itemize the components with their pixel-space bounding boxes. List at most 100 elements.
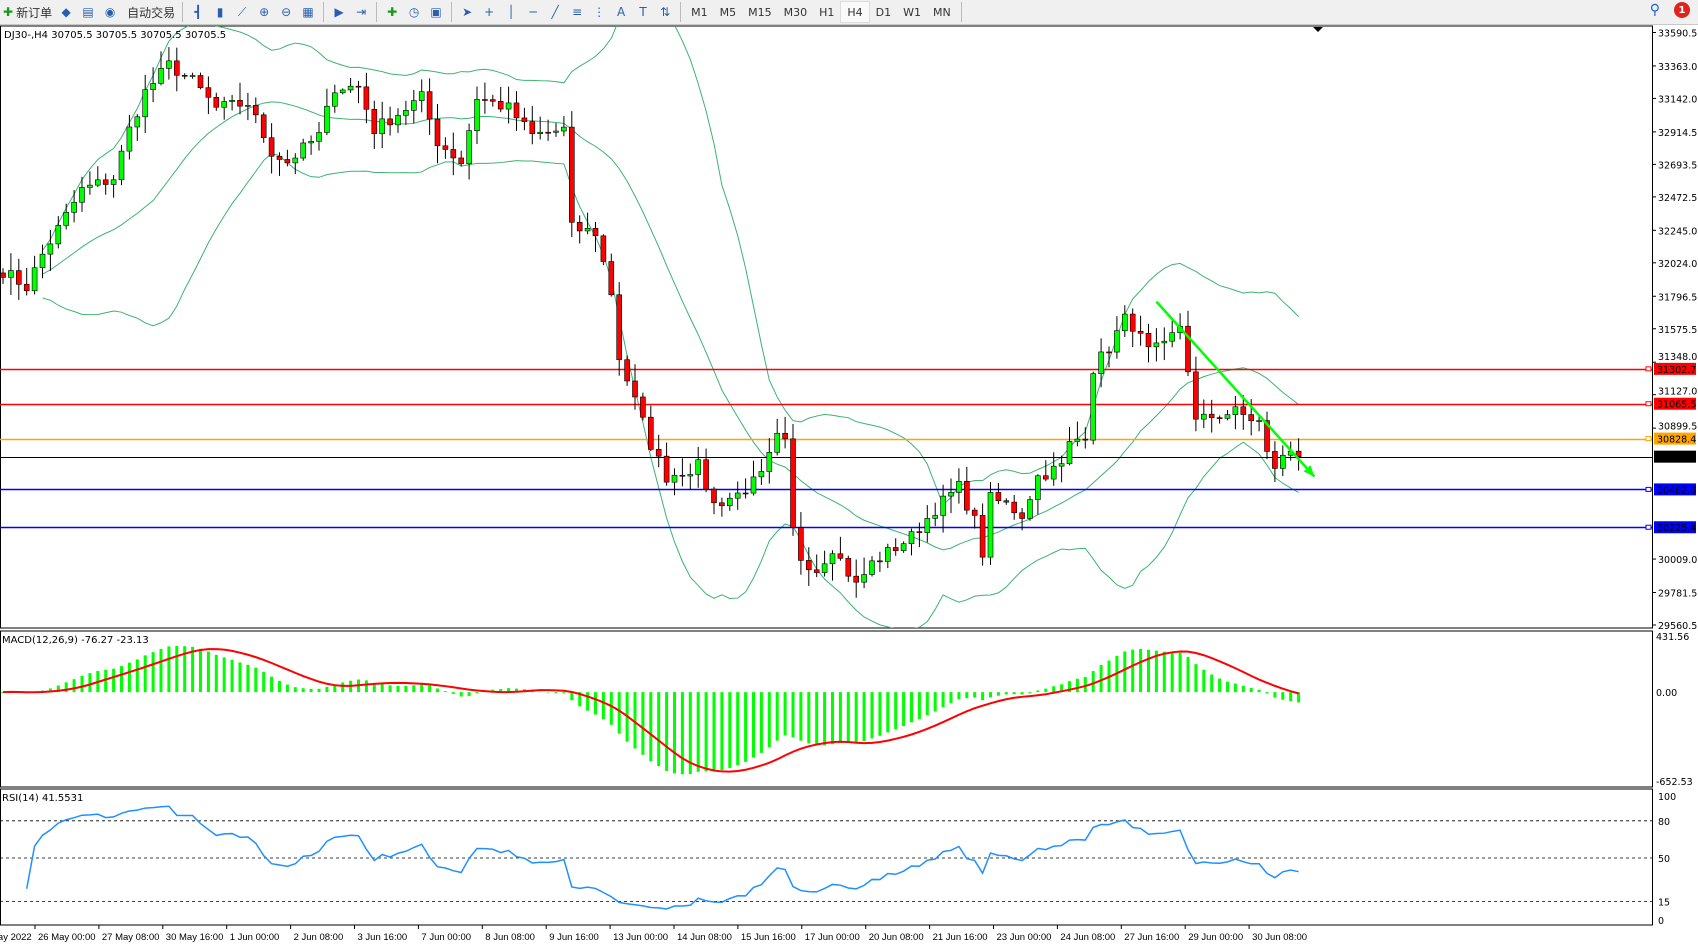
candle xyxy=(0,272,6,278)
fibonacci-button[interactable]: ≡ xyxy=(566,1,588,23)
macd-bar xyxy=(88,673,92,693)
vertical-line-button[interactable]: │ xyxy=(500,1,522,23)
toolbar-separator xyxy=(680,2,682,22)
templates-button[interactable]: ▣ xyxy=(425,1,447,23)
time-label: 3 Jun 16:00 xyxy=(358,932,408,943)
macd-bar xyxy=(609,692,613,725)
macd-bar xyxy=(48,688,52,693)
price-label: 33363.0 xyxy=(1658,62,1697,73)
macd-bar xyxy=(364,680,368,693)
macd-bar xyxy=(1131,649,1135,693)
trendline-button[interactable]: ╱ xyxy=(544,1,566,23)
macd-bar xyxy=(254,667,258,693)
periods-button[interactable]: ◷ xyxy=(403,1,425,23)
candle xyxy=(1161,340,1168,344)
terminal-button[interactable]: ▤ xyxy=(77,1,99,23)
candle xyxy=(687,474,694,477)
macd-bar xyxy=(823,692,827,746)
crosshair-button[interactable]: + xyxy=(478,1,500,23)
timeframe-h4[interactable]: H4 xyxy=(840,1,870,23)
macd-bar xyxy=(388,685,392,693)
macd-bar xyxy=(973,692,977,698)
macd-bar xyxy=(1012,692,1016,695)
candle xyxy=(734,492,741,499)
candle xyxy=(624,359,630,382)
macd-bar xyxy=(499,689,503,693)
level-price-label: 30482.8 xyxy=(1657,485,1696,496)
macd-bar xyxy=(996,692,1000,696)
timeframe-m1[interactable]: M1 xyxy=(691,5,708,19)
candle xyxy=(1035,475,1041,500)
search-icon[interactable]: ⚲ xyxy=(1649,2,1660,18)
line-chart-button[interactable]: ⟋ xyxy=(231,1,253,23)
level-price-tag xyxy=(1654,397,1696,410)
macd-bar xyxy=(680,692,684,775)
macd-bar xyxy=(183,646,187,693)
autoscroll-button[interactable]: ▶ xyxy=(328,1,350,23)
timeframe-m30[interactable]: M30 xyxy=(783,5,808,19)
macd-bar xyxy=(1139,648,1143,693)
level-price-tag xyxy=(1654,450,1696,463)
signals-button[interactable]: ◉ xyxy=(99,1,121,23)
candle xyxy=(387,118,393,126)
history-icon: ◆ xyxy=(61,5,71,19)
cursor-button[interactable]: ➤ xyxy=(456,1,478,23)
chart-shift-button[interactable]: ⇥ xyxy=(350,1,372,23)
macd-bar xyxy=(1210,674,1214,693)
time-label: 17 Jun 00:00 xyxy=(805,932,860,943)
candle xyxy=(71,201,77,213)
candle xyxy=(695,459,702,475)
fibo-fan-button[interactable]: ⋮ xyxy=(588,1,610,23)
notification-badge[interactable]: 1 xyxy=(1674,2,1690,18)
candle xyxy=(55,225,62,245)
timeframe-w1[interactable]: W1 xyxy=(903,5,921,19)
zoom-out-button[interactable]: ⊖ xyxy=(275,1,297,23)
candle xyxy=(782,432,788,440)
indicators-button[interactable]: ✚ xyxy=(381,1,403,23)
candle xyxy=(379,118,386,134)
timeframe-d1[interactable]: D1 xyxy=(875,5,892,19)
candle xyxy=(1208,413,1215,418)
candle xyxy=(308,141,314,144)
timeframe-m15[interactable]: M15 xyxy=(748,5,772,19)
time-label: 1 Jun 00:00 xyxy=(230,932,280,943)
bar-chart-button[interactable]: ┫ xyxy=(187,1,209,23)
macd-bar xyxy=(807,692,811,744)
new-order-button[interactable]: ✚ 新订单 xyxy=(0,1,55,23)
timeframe-h1[interactable]: H1 xyxy=(819,5,835,19)
timeframe-m5[interactable]: M5 xyxy=(719,5,737,19)
macd-bar xyxy=(143,655,147,693)
macd-bar xyxy=(862,692,866,742)
candle xyxy=(592,227,599,237)
macd-bar xyxy=(199,648,202,693)
candle xyxy=(1066,441,1073,464)
candle xyxy=(489,99,496,102)
candle xyxy=(47,243,54,255)
candle xyxy=(339,89,346,94)
candle xyxy=(1074,438,1081,442)
horizontal-line-button[interactable]: ─ xyxy=(522,1,544,23)
macd-bar xyxy=(744,692,748,762)
auto-trading-button[interactable]: 自动交易 xyxy=(121,1,178,23)
history-button[interactable]: ◆ xyxy=(55,1,77,23)
timeframe-mn[interactable]: MN xyxy=(933,5,951,19)
zoom-in-button[interactable]: ⊕ xyxy=(253,1,275,23)
macd-bar xyxy=(870,692,874,739)
macd-plot xyxy=(1,645,1301,775)
macd-bar xyxy=(957,692,961,700)
candlestick-button[interactable]: ▮ xyxy=(209,1,231,23)
macd-bar xyxy=(1257,689,1261,693)
candle xyxy=(576,221,583,232)
candle xyxy=(568,126,575,223)
candle xyxy=(719,502,725,507)
cursor-icon: ➤ xyxy=(462,5,473,19)
candle xyxy=(300,142,307,159)
macd-bar xyxy=(151,652,155,693)
tile-windows-button[interactable]: ▦ xyxy=(297,1,319,23)
macd-bar xyxy=(1241,685,1245,693)
text-button[interactable]: A xyxy=(610,1,632,23)
text-label-button[interactable]: T xyxy=(632,1,654,23)
macd-bar xyxy=(112,668,116,693)
arrows-button[interactable]: ⇅ xyxy=(654,1,676,23)
price-chart[interactable]: 33590.5 33363.0 33142.0 32914.5 32693.5 32472… xyxy=(0,25,1698,945)
